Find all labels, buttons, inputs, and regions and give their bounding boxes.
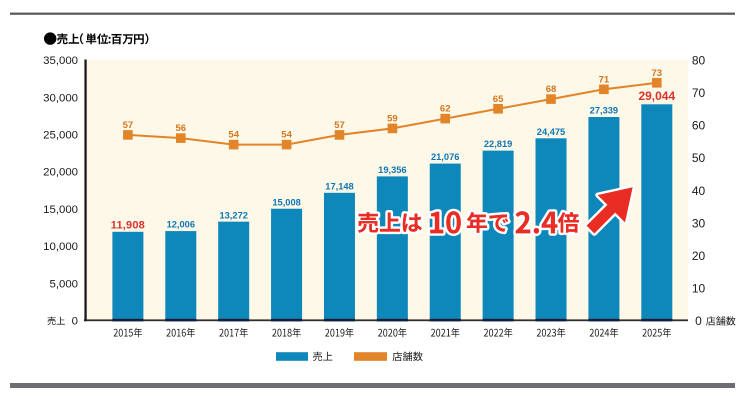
svg-text:57: 57 [334, 120, 345, 131]
svg-text:73: 73 [652, 68, 663, 79]
svg-text:0: 0 [72, 316, 78, 328]
svg-text:60: 60 [692, 119, 706, 133]
svg-text:25,000: 25,000 [43, 130, 78, 142]
svg-text:20,000: 20,000 [43, 167, 78, 179]
svg-text:24,475: 24,475 [537, 127, 565, 137]
svg-text:68: 68 [546, 84, 557, 95]
svg-text:17,148: 17,148 [325, 181, 353, 191]
svg-text:5,000: 5,000 [49, 278, 78, 290]
svg-text:56: 56 [176, 123, 187, 134]
svg-text:22,819: 22,819 [484, 139, 512, 149]
svg-text:10: 10 [692, 281, 706, 295]
svg-text:71: 71 [599, 74, 610, 85]
svg-text:35,000: 35,000 [43, 55, 78, 67]
svg-text:27,339: 27,339 [590, 106, 618, 116]
svg-text:65: 65 [493, 94, 504, 105]
svg-text:54: 54 [228, 130, 239, 141]
svg-text:19,356: 19,356 [378, 165, 406, 175]
svg-text:15,008: 15,008 [272, 197, 300, 207]
svg-text:15,000: 15,000 [43, 204, 78, 216]
svg-text:10,000: 10,000 [43, 241, 78, 253]
svg-text:57: 57 [123, 120, 134, 131]
svg-text:40: 40 [692, 184, 706, 198]
svg-text:30,000: 30,000 [43, 92, 78, 104]
svg-text:13,272: 13,272 [219, 210, 247, 220]
svg-text:30: 30 [692, 216, 706, 230]
svg-text:29,044: 29,044 [638, 89, 675, 103]
svg-text:80: 80 [692, 54, 706, 68]
svg-text:20: 20 [692, 249, 706, 263]
svg-text:50: 50 [692, 151, 706, 165]
svg-text:54: 54 [281, 130, 292, 141]
svg-text:0: 0 [695, 314, 702, 328]
svg-text:70: 70 [692, 86, 706, 100]
svg-text:62: 62 [440, 104, 451, 115]
svg-text:21,076: 21,076 [431, 152, 459, 162]
svg-text:11,908: 11,908 [111, 219, 145, 231]
svg-text:59: 59 [387, 114, 398, 125]
svg-text:12,006: 12,006 [167, 220, 195, 230]
